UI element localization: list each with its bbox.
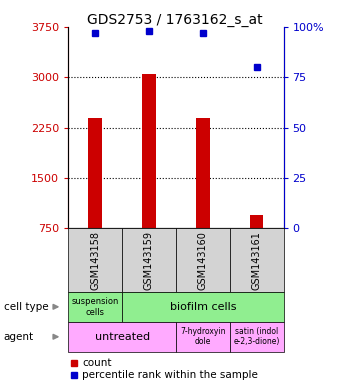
Text: biofilm cells: biofilm cells [169,302,236,312]
Text: agent: agent [4,332,34,342]
Text: GSM143161: GSM143161 [252,231,261,290]
Bar [89,118,102,228]
Text: GSM143160: GSM143160 [198,231,208,290]
Bar [142,74,156,228]
Bar [196,118,210,228]
Text: satin (indol
e-2,3-dione): satin (indol e-2,3-dione) [233,327,280,346]
Text: 7-hydroxyin
dole: 7-hydroxyin dole [180,327,225,346]
Text: untreated: untreated [94,332,150,342]
Text: percentile rank within the sample: percentile rank within the sample [82,370,258,380]
Text: cell type: cell type [4,302,48,312]
Text: GDS2753 / 1763162_s_at: GDS2753 / 1763162_s_at [87,13,263,27]
Text: GSM143158: GSM143158 [90,231,100,290]
Text: count: count [82,358,112,368]
Bar [250,215,263,228]
Text: GSM143159: GSM143159 [144,231,154,290]
Text: suspension
cells: suspension cells [71,297,119,316]
